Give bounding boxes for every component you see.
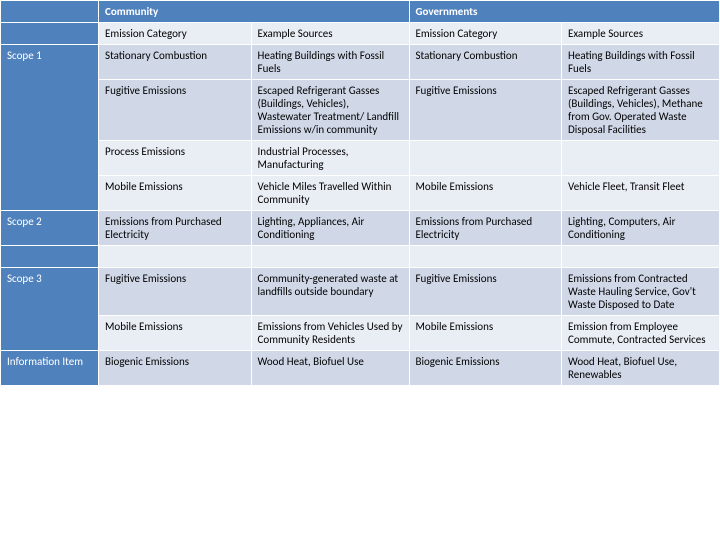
- scope-label: Scope 3: [1, 268, 99, 351]
- table-row: [1, 246, 720, 268]
- cell: Community-generated waste at landfills o…: [251, 268, 409, 316]
- table-row: Mobile Emissions Emissions from Vehicles…: [1, 316, 720, 351]
- cell: Heating Buildings with Fossil Fuels: [562, 45, 720, 80]
- cell: Emissions from Vehicles Used by Communit…: [251, 316, 409, 351]
- cell: Emissions from Purchased Electricity: [409, 211, 562, 246]
- cell: [99, 246, 252, 268]
- col-emission-category: Emission Category: [99, 23, 252, 45]
- col-example-sources: Example Sources: [562, 23, 720, 45]
- cell: Heating Buildings with Fossil Fuels: [251, 45, 409, 80]
- cell: Emissions from Contracted Waste Hauling …: [562, 268, 720, 316]
- cell: [409, 246, 562, 268]
- header-community: Community: [99, 1, 409, 23]
- scope-label: Information Item: [1, 351, 99, 386]
- cell: Escaped Refrigerant Gasses (Buildings, V…: [562, 80, 720, 141]
- table-row: Fugitive Emissions Escaped Refrigerant G…: [1, 80, 720, 141]
- cell: Vehicle Miles Travelled Within Community: [251, 176, 409, 211]
- cell: Lighting, Appliances, Air Conditioning: [251, 211, 409, 246]
- table-row: Community Governments: [1, 1, 720, 23]
- cell: Process Emissions: [99, 141, 252, 176]
- cell: Biogenic Emissions: [99, 351, 252, 386]
- cell: Biogenic Emissions: [409, 351, 562, 386]
- cell: Mobile Emissions: [409, 316, 562, 351]
- scope-label: Scope 2: [1, 211, 99, 246]
- emissions-table: Community Governments Emission Category …: [0, 0, 720, 386]
- spacer: [1, 246, 99, 268]
- table-row: Emission Category Example Sources Emissi…: [1, 23, 720, 45]
- cell: Vehicle Fleet, Transit Fleet: [562, 176, 720, 211]
- cell: Lighting, Computers, Air Conditioning: [562, 211, 720, 246]
- cell: Fugitive Emissions: [99, 80, 252, 141]
- cell: Fugitive Emissions: [99, 268, 252, 316]
- cell: Wood Heat, Biofuel Use: [251, 351, 409, 386]
- col-emission-category: Emission Category: [409, 23, 562, 45]
- cell: Mobile Emissions: [99, 176, 252, 211]
- cell: [251, 246, 409, 268]
- cell: Fugitive Emissions: [409, 268, 562, 316]
- col-example-sources: Example Sources: [251, 23, 409, 45]
- cell: Escaped Refrigerant Gasses (Buildings, V…: [251, 80, 409, 141]
- cell: [562, 141, 720, 176]
- cell: Industrial Processes, Manufacturing: [251, 141, 409, 176]
- table-row: Scope 2 Emissions from Purchased Electri…: [1, 211, 720, 246]
- sub-corner: [1, 23, 99, 45]
- cell: Emission from Employee Commute, Contract…: [562, 316, 720, 351]
- table-row: Scope 1 Stationary Combustion Heating Bu…: [1, 45, 720, 80]
- cell: Stationary Combustion: [99, 45, 252, 80]
- header-governments: Governments: [409, 1, 720, 23]
- cell: Wood Heat, Biofuel Use, Renewables: [562, 351, 720, 386]
- table-row: Process Emissions Industrial Processes, …: [1, 141, 720, 176]
- table-row: Information Item Biogenic Emissions Wood…: [1, 351, 720, 386]
- table-row: Mobile Emissions Vehicle Miles Travelled…: [1, 176, 720, 211]
- cell: Emissions from Purchased Electricity: [99, 211, 252, 246]
- cell: Mobile Emissions: [409, 176, 562, 211]
- cell: Mobile Emissions: [99, 316, 252, 351]
- scope-label: Scope 1: [1, 45, 99, 211]
- cell: [562, 246, 720, 268]
- cell: [409, 141, 562, 176]
- table-row: Scope 3 Fugitive Emissions Community-gen…: [1, 268, 720, 316]
- corner-cell: [1, 1, 99, 23]
- cell: Fugitive Emissions: [409, 80, 562, 141]
- cell: Stationary Combustion: [409, 45, 562, 80]
